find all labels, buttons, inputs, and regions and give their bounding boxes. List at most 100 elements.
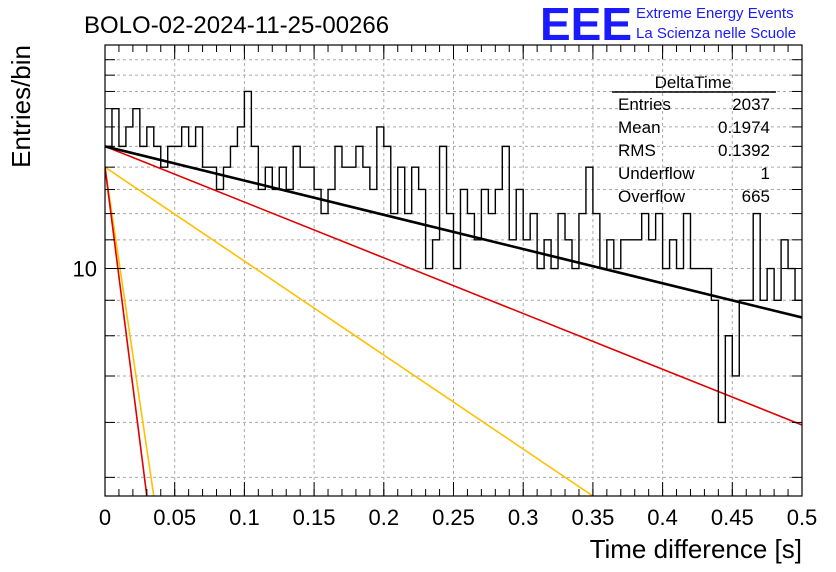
histogram-bin [168,146,175,496]
histogram-bin [704,269,711,496]
histogram-bin [175,146,182,496]
stats-label-rms: RMS [618,141,656,160]
fit-curve-medium [105,166,594,496]
histogram-bin [628,240,635,496]
histogram-bin [481,189,488,496]
fit-curve-slow [105,145,802,426]
histogram-bin [795,300,802,496]
histogram-bin [377,127,384,496]
histogram-bin [244,91,251,496]
logo-line-1: Extreme Energy Events [636,5,794,22]
histogram-bin [593,214,600,496]
histogram-bin [140,146,147,496]
histogram-bin [656,214,663,496]
histogram-bin [502,146,509,496]
stats-value-overflow: 665 [742,187,770,206]
x-tick-label: 0.4 [647,505,678,530]
x-tick-label: 0.35 [571,505,614,530]
histogram-bin [509,240,516,496]
x-tick-label: 0.3 [508,505,539,530]
histogram-bin [279,167,286,496]
histogram-bin [670,240,677,496]
histogram-bin [426,269,433,496]
logo-line-2: La Scienza nelle Scuole [636,25,796,42]
histogram-bin [342,167,349,496]
x-tick-label: 0 [99,505,111,530]
histogram-bin [488,214,495,496]
histogram-bin [119,146,126,496]
y-tick-label: 10 [73,257,97,282]
histogram-bin [258,189,265,496]
chart-title: BOLO-02-2024-11-25-00266 [84,12,389,39]
histogram-bin [725,336,732,496]
histogram-bin [447,214,454,496]
axis-ticks [104,45,803,496]
x-tick-label: 0.05 [153,505,196,530]
histogram-bin [586,167,593,496]
stats-title: DeltaTime [655,73,732,92]
histogram-bin [203,167,210,496]
histogram-bin [419,189,426,496]
histogram-bin [530,214,537,496]
histogram-bin [251,146,258,496]
y-axis-title: Entries/bin [6,45,36,168]
stats-value-mean: 0.1974 [718,118,770,137]
x-tick-label: 0.45 [711,505,754,530]
histogram-bin [579,214,586,496]
histogram-bin [718,422,725,496]
histogram-bin [551,269,558,496]
histogram-bin [133,109,140,496]
histogram-bin [356,146,363,496]
stats-label-underflow: Underflow [618,164,695,183]
histogram-bin [105,146,112,496]
histogram-bin [286,189,293,496]
histogram-bin [649,240,656,496]
histogram-bin [830,336,836,496]
histogram-bin [732,376,739,496]
stats-value-rms: 0.1392 [718,141,770,160]
x-tick-label: 0.1 [229,505,260,530]
histogram-bin [621,240,628,496]
histogram-bin [321,214,328,496]
histogram-bin [182,127,189,496]
histogram-bin [126,127,133,496]
histogram-bin [265,167,272,496]
x-tick-label: 0.5 [787,505,818,530]
histogram-bin [147,127,154,496]
histogram-bin [223,167,230,496]
fit-curve-total [105,145,802,319]
histogram-bin [237,127,244,496]
histogram-bin [746,300,753,496]
histogram-bin [230,146,237,496]
histogram-bin [684,214,691,496]
histogram-bin [760,300,767,496]
histogram-bin [272,189,279,496]
x-tick-labels: 0 0.05 0.1 0.15 0.2 0.25 0.3 0.35 0.4 0.45 0.5 [99,505,817,530]
histogram-bin [433,240,440,496]
histogram-bin [523,240,530,496]
histogram-bin [816,336,823,496]
histogram-bin [753,214,760,496]
histogram-bin [210,167,217,496]
histogram-bin [440,146,447,496]
histogram-bin [711,300,718,496]
histogram-bin [363,167,370,496]
histogram-bin [607,240,614,496]
histogram-bin [454,269,461,496]
histogram-bin [349,167,356,496]
histogram-bin [697,269,704,496]
histogram-bin [809,269,816,496]
histogram-bin [600,269,607,496]
histogram-bin [370,189,377,496]
histogram-bin [544,240,551,496]
histogram-bin [189,146,196,496]
histogram-bin [774,300,781,496]
histogram-bin [384,146,391,496]
fit-curve-fast_b [105,167,148,496]
x-tick-label: 0.25 [432,505,475,530]
histogram-bin [217,189,224,496]
x-tick-label: 0.15 [293,505,336,530]
fit-curve-fast_a [105,167,155,496]
histogram-steps [105,90,802,424]
histogram-bin [474,240,481,496]
